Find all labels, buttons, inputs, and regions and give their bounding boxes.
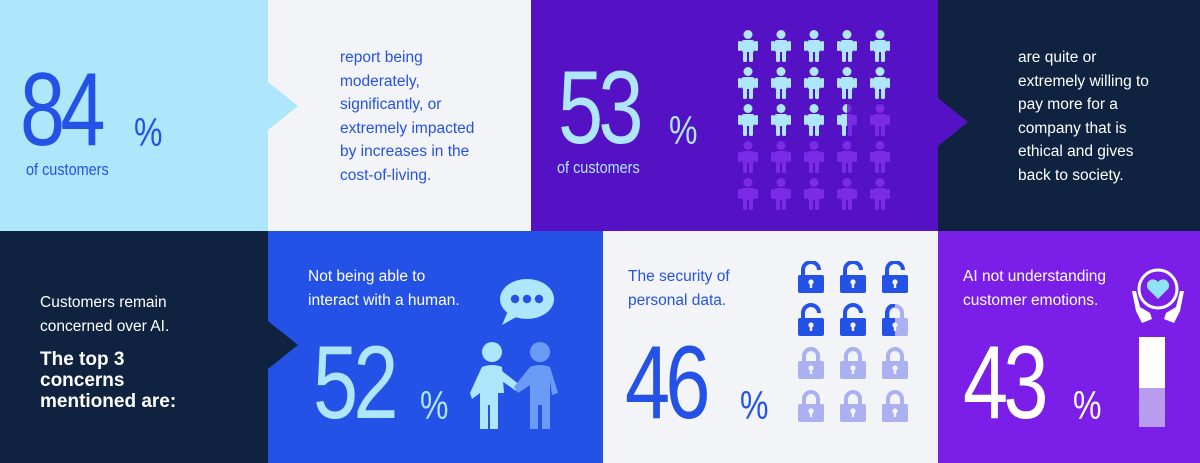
stat-84-caption: of customers: [26, 160, 109, 179]
stat-53-number: 53: [558, 50, 644, 166]
stat-53-description-panel: are quite or extremely willing to pay mo…: [938, 0, 1200, 231]
arrow-right-icon: [268, 82, 298, 130]
concern-46-percent: %: [740, 384, 769, 428]
concern-52-percent: %: [420, 384, 449, 428]
arrow-right-icon: [938, 98, 968, 146]
person-icon-grid: [736, 28, 906, 213]
stat-84-number: 84: [20, 52, 106, 168]
concern-43-description: AI not understanding customer emotions.: [963, 268, 1107, 309]
concern-43-number: 43: [963, 325, 1049, 441]
concern-52-description: Not being able to interact with a human.: [308, 268, 460, 309]
concern-46-panel: The security of personal data. 46 %: [603, 231, 938, 463]
concern-46-number: 46: [625, 325, 711, 441]
heart-hands-icon: [1128, 267, 1188, 327]
concern-43-panel: AI not understanding customer emotions. …: [938, 231, 1200, 463]
stat-84-description: report being moderately, significantly, …: [340, 49, 475, 184]
emotion-progress-bar: [1139, 337, 1165, 427]
ai-concerns-heading: The top 3 concerns mentioned are:: [40, 349, 177, 412]
concern-43-percent: %: [1073, 384, 1102, 428]
stat-84-percent: %: [134, 111, 163, 155]
emotion-progress-fill: [1139, 388, 1165, 427]
concern-52-panel: Not being able to interact with a human.…: [268, 231, 603, 463]
concern-52-number: 52: [313, 325, 399, 441]
stat-84-panel: 84 % of customers: [0, 0, 268, 231]
padlock-icon-grid: [796, 261, 916, 426]
ai-concerns-intro-text: Customers remain concerned over AI.: [40, 294, 170, 335]
stat-84-description-panel: report being moderately, significantly, …: [268, 0, 531, 231]
stat-53-percent: %: [669, 109, 698, 153]
handshake-people-icon: [468, 341, 564, 431]
arrow-right-icon: [268, 321, 298, 369]
concern-46-description: The security of personal data.: [628, 268, 730, 309]
stat-53-panel: 53 % of customers: [531, 0, 938, 231]
stat-53-description: are quite or extremely willing to pay mo…: [1018, 49, 1149, 184]
ai-concerns-intro-panel: Customers remain concerned over AI. The …: [0, 231, 268, 463]
speech-bubble-icon: [498, 277, 556, 327]
stat-53-caption: of customers: [557, 158, 640, 177]
